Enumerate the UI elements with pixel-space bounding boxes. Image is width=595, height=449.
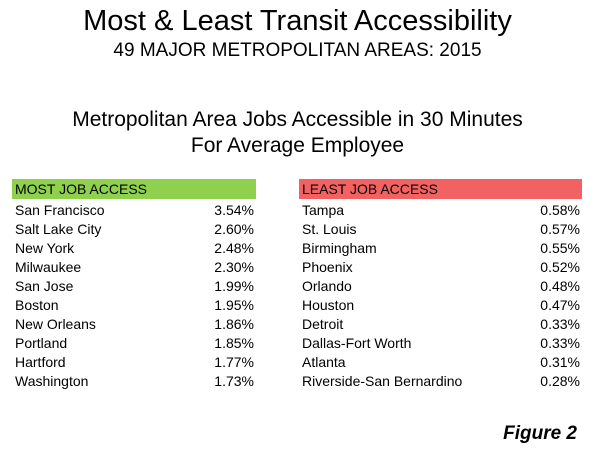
metro-name: New Orleans (15, 316, 96, 332)
metro-name: Hartford (15, 354, 66, 370)
access-value: 0.48% (540, 278, 580, 294)
least-access-table: LEAST JOB ACCESS Tampa 0.58% St. Louis 0.5… (299, 179, 582, 391)
metro-name: Birmingham (302, 240, 377, 256)
access-value: 1.95% (214, 297, 254, 313)
access-value: 2.48% (214, 240, 254, 256)
access-value: 1.73% (214, 373, 254, 389)
page-subtitle: 49 MAJOR METROPOLITAN AREAS: 2015 (113, 40, 482, 61)
table-row: Birmingham 0.55% (299, 239, 582, 258)
access-value: 1.99% (214, 278, 254, 294)
table-row: Salt Lake City 2.60% (12, 220, 256, 239)
metro-name: Detroit (302, 316, 344, 332)
table-row: Portland 1.85% (12, 334, 256, 353)
table-row: Hartford 1.77% (12, 353, 256, 372)
metro-name: Milwaukee (15, 259, 82, 275)
metro-name: Salt Lake City (15, 221, 102, 237)
access-value: 0.55% (540, 240, 580, 256)
table-row: Dallas-Fort Worth 0.33% (299, 334, 582, 353)
most-access-rows: San Francisco 3.54% Salt Lake City 2.60% N… (12, 201, 256, 391)
access-value: 0.33% (540, 316, 580, 332)
metro-name: Orlando (302, 278, 352, 294)
table-row: San Francisco 3.54% (12, 201, 256, 220)
metro-name: Dallas-Fort Worth (302, 335, 412, 351)
access-value: 1.85% (214, 335, 254, 351)
metro-name: Tampa (302, 202, 345, 218)
page-title: Most & Least Transit Accessibility (83, 5, 512, 37)
metro-name: Houston (302, 297, 355, 313)
access-value: 0.58% (540, 202, 580, 218)
table-row: Houston 0.47% (299, 296, 582, 315)
table-row: New York 2.48% (12, 239, 256, 258)
table-row: San Jose 1.99% (12, 277, 256, 296)
table-row: New Orleans 1.86% (12, 315, 256, 334)
table-row: Atlanta 0.31% (299, 353, 582, 372)
table-row: Boston 1.95% (12, 296, 256, 315)
least-access-header: LEAST JOB ACCESS (299, 179, 582, 199)
metro-name: Washington (15, 373, 89, 389)
figure-label: Figure 2 (503, 423, 577, 444)
table-row: Riverside-San Bernardino 0.28% (299, 372, 582, 391)
table-row: Orlando 0.48% (299, 277, 582, 296)
access-value: 0.31% (540, 354, 580, 370)
table-heading-line2: For Average Employee (190, 134, 405, 157)
metro-name: Atlanta (302, 354, 346, 370)
most-access-table: MOST JOB ACCESS San Francisco 3.54% Salt … (12, 179, 256, 391)
metro-name: Boston (15, 297, 59, 313)
least-access-rows: Tampa 0.58% St. Louis 0.57% Birmingham 0.55… (299, 201, 582, 391)
table-heading-line1: Metropolitan Area Jobs Accessible in 30 … (72, 108, 523, 131)
access-value: 2.60% (214, 221, 254, 237)
access-value: 0.47% (540, 297, 580, 313)
table-row: Milwaukee 2.30% (12, 258, 256, 277)
access-value: 0.52% (540, 259, 580, 275)
access-value: 0.33% (540, 335, 580, 351)
table-row: Tampa 0.58% (299, 201, 582, 220)
metro-name: San Jose (15, 278, 74, 294)
most-access-header: MOST JOB ACCESS (12, 179, 256, 199)
access-value: 0.28% (540, 373, 580, 389)
metro-name: Portland (15, 335, 68, 351)
table-row: St. Louis 0.57% (299, 220, 582, 239)
metro-name: St. Louis (302, 221, 357, 237)
table-row: Phoenix 0.52% (299, 258, 582, 277)
table-row: Washington 1.73% (12, 372, 256, 391)
access-value: 0.57% (540, 221, 580, 237)
metro-name: New York (15, 240, 75, 256)
table-row: Detroit 0.33% (299, 315, 582, 334)
access-value: 2.30% (214, 259, 254, 275)
metro-name: Phoenix (302, 259, 353, 275)
metro-name: Riverside-San Bernardino (302, 373, 463, 389)
metro-name: San Francisco (15, 202, 105, 218)
access-value: 1.86% (214, 316, 254, 332)
access-value: 3.54% (214, 202, 254, 218)
access-value: 1.77% (214, 354, 254, 370)
